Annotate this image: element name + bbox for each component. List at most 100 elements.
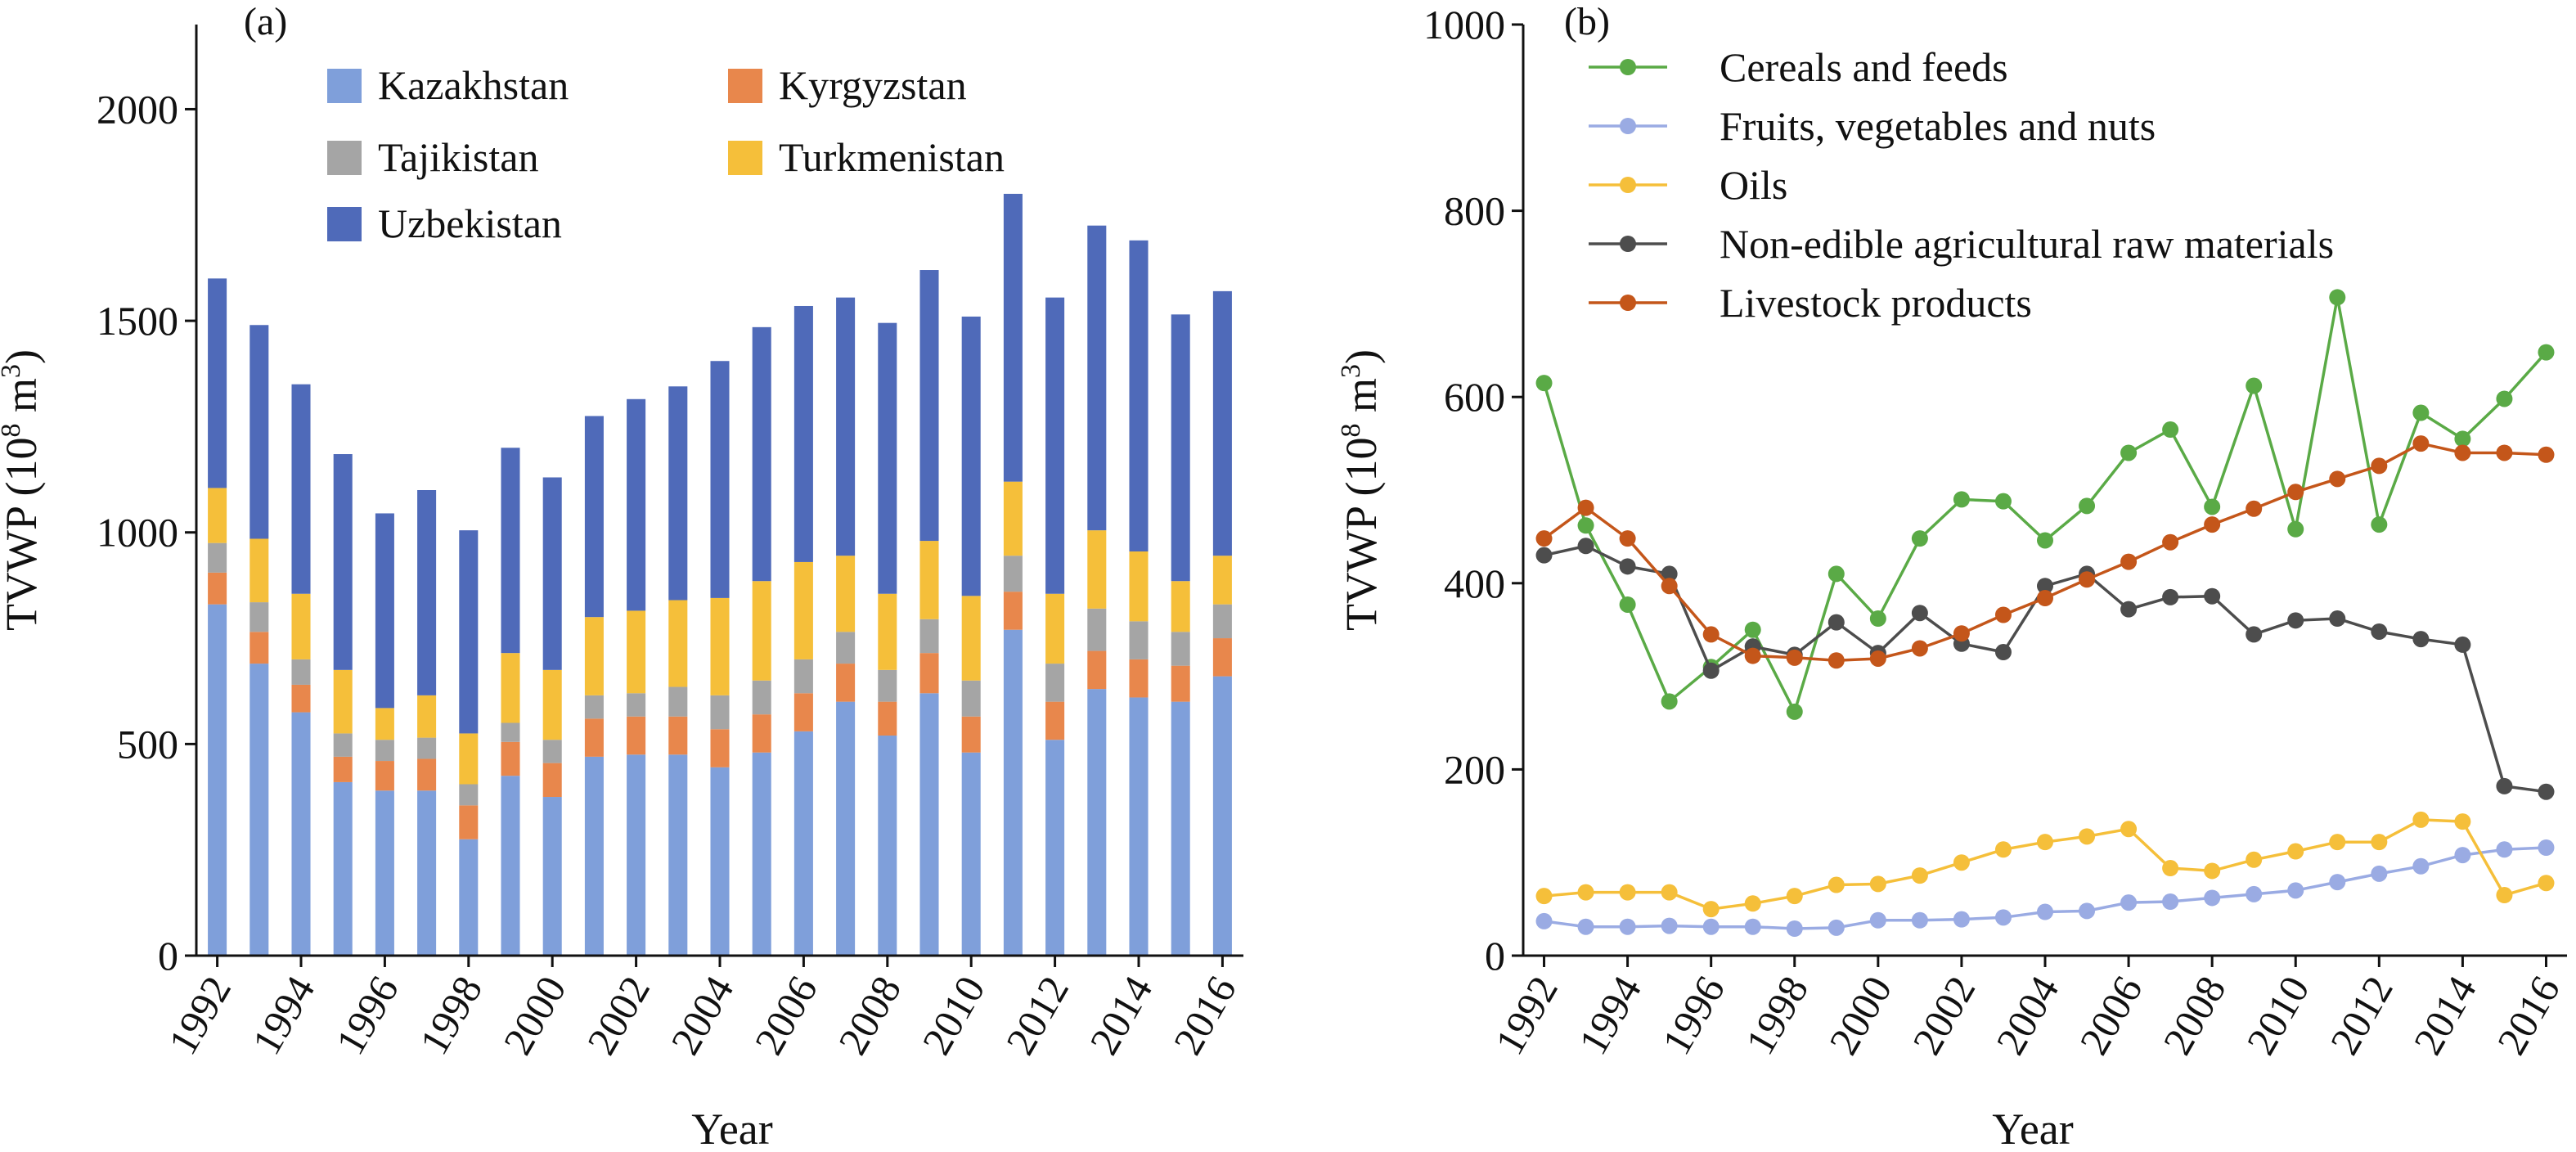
x-tick-label: 2014 [2404, 969, 2484, 1063]
bar-turkmenistan-1993 [250, 538, 269, 603]
bar-kazakhstan-2005 [752, 752, 771, 956]
point-non-edible-agricultural-raw-materials-2007 [2162, 588, 2179, 605]
bar-turkmenistan-2011 [1003, 481, 1023, 556]
bar-turkmenistan-2001 [584, 617, 604, 695]
bar-tajikistan-2006 [793, 659, 813, 694]
bar-uzbekistan-1996 [375, 513, 394, 709]
bar-turkmenistan-1992 [208, 488, 227, 543]
point-livestock-products-1993 [1577, 499, 1594, 516]
point-livestock-products-2000 [1869, 650, 1886, 667]
point-cereals-and-feeds-2005 [2079, 497, 2096, 515]
bar-tajikistan-2012 [1045, 664, 1065, 702]
point-livestock-products-1996 [1702, 626, 1720, 643]
bar-kazakhstan-2007 [836, 701, 856, 956]
bar-uzbekistan-2005 [752, 326, 771, 582]
point-cereals-and-feeds-2012 [2371, 516, 2388, 533]
y-axis-title: TVWP (108 m3) [1336, 349, 1386, 631]
point-non-edible-agricultural-raw-materials-2013 [2412, 631, 2430, 648]
series-line-cereals-and-feeds [1542, 297, 2547, 716]
point-oils-2014 [2454, 813, 2471, 830]
bar-tajikistan-2000 [542, 740, 562, 763]
bar-turkmenistan-1999 [501, 653, 520, 723]
bar-uzbekistan-2009 [919, 270, 939, 542]
bar-tajikistan-2014 [1129, 621, 1149, 659]
bar-tajikistan-2005 [752, 680, 771, 715]
point-fruits-vegetables-and-nuts-2010 [2287, 882, 2304, 899]
x-tick-label: 2002 [578, 969, 659, 1063]
point-non-edible-agricultural-raw-materials-2004 [2037, 578, 2053, 595]
bar-kyrgyzstan-2001 [584, 718, 604, 757]
bar-kyrgyzstan-1994 [291, 684, 311, 713]
point-non-edible-agricultural-raw-materials-2010 [2287, 612, 2304, 629]
bar-kazakhstan-1996 [375, 790, 394, 956]
point-oils-1998 [1786, 888, 1803, 905]
bar-turkmenistan-2009 [919, 541, 939, 619]
bar-tajikistan-2015 [1171, 632, 1190, 666]
bar-kazakhstan-2011 [1003, 629, 1023, 956]
point-fruits-vegetables-and-nuts-1993 [1577, 918, 1594, 935]
legend-label-fruits-vegetables-and-nuts: Fruits, vegetables and nuts [1720, 103, 2156, 149]
x-tick-label: 2000 [494, 969, 574, 1063]
x-tick-label: 1998 [411, 969, 491, 1063]
legend-marker-livestock-products [1620, 295, 1636, 311]
legend-label-livestock-products: Livestock products [1720, 280, 2032, 326]
x-tick-label: 2010 [913, 969, 993, 1063]
bar-uzbekistan-1992 [208, 278, 227, 488]
bar-kyrgyzstan-2011 [1003, 592, 1023, 630]
point-livestock-products-1998 [1786, 649, 1803, 666]
bar-kyrgyzstan-2004 [710, 729, 730, 767]
bar-kazakhstan-1999 [501, 776, 520, 956]
point-livestock-products-2003 [1994, 606, 2012, 623]
bar-kyrgyzstan-2009 [919, 653, 939, 694]
bar-tajikistan-2002 [627, 693, 646, 717]
point-oils-2005 [2079, 828, 2096, 845]
x-tick-label: 1998 [1737, 969, 1817, 1063]
point-non-edible-agricultural-raw-materials-2014 [2454, 636, 2471, 653]
bar-turkmenistan-2002 [627, 610, 646, 694]
point-cereals-and-feeds-2003 [1994, 493, 2012, 510]
bar-uzbekistan-2003 [668, 386, 688, 601]
point-fruits-vegetables-and-nuts-2003 [1994, 909, 2012, 926]
bar-kyrgyzstan-2006 [793, 693, 813, 731]
point-oils-2008 [2204, 862, 2221, 880]
point-non-edible-agricultural-raw-materials-2006 [2120, 601, 2138, 618]
bar-kyrgyzstan-2007 [836, 664, 856, 702]
y-tick-label: 1500 [97, 298, 178, 344]
legend-label-uzbekistan: Uzbekistan [378, 200, 562, 246]
y-tick-label: 1000 [1423, 2, 1505, 47]
bar-kazakhstan-2010 [961, 752, 981, 956]
point-livestock-products-1994 [1619, 530, 1636, 547]
point-cereals-and-feeds-2013 [2412, 404, 2430, 421]
bar-kazakhstan-2002 [627, 754, 646, 956]
legend-label-turkmenistan: Turkmenistan [779, 134, 1005, 180]
x-tick-label: 2012 [2321, 969, 2401, 1063]
point-livestock-products-2001 [1911, 640, 1928, 657]
legend-swatch-kazakhstan [327, 69, 362, 103]
y-tick-label: 400 [1444, 560, 1505, 606]
bar-turkmenistan-1998 [459, 733, 479, 785]
bar-turkmenistan-2010 [961, 596, 981, 681]
bar-turkmenistan-2000 [542, 669, 562, 740]
point-oils-1992 [1535, 888, 1553, 905]
bar-tajikistan-1997 [417, 737, 437, 759]
legend-marker-fruits-vegetables-and-nuts [1620, 118, 1636, 134]
point-cereals-and-feeds-2009 [2246, 377, 2263, 394]
x-tick-label: 2004 [662, 969, 742, 1063]
point-oils-2010 [2287, 843, 2304, 860]
y-tick-label: 1000 [97, 510, 178, 556]
point-oils-1999 [1827, 876, 1845, 893]
bar-tajikistan-2011 [1003, 556, 1023, 592]
point-oils-2001 [1911, 867, 1928, 884]
bar-kazakhstan-2003 [668, 754, 688, 956]
point-fruits-vegetables-and-nuts-2009 [2246, 885, 2263, 902]
point-fruits-vegetables-and-nuts-2014 [2454, 847, 2471, 864]
bar-turkmenistan-1996 [375, 708, 394, 740]
point-oils-1996 [1702, 901, 1720, 918]
bar-kazakhstan-2006 [793, 731, 813, 956]
point-non-edible-agricultural-raw-materials-2012 [2371, 623, 2388, 640]
point-non-edible-agricultural-raw-materials-2015 [2496, 777, 2513, 794]
y-tick-label: 500 [117, 721, 178, 767]
x-tick-label: 1992 [160, 969, 240, 1063]
